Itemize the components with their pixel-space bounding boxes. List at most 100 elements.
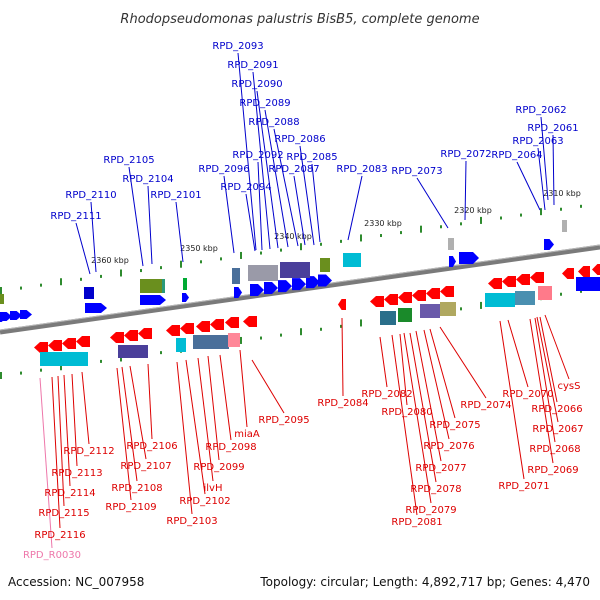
leader-line (416, 177, 449, 229)
forward-gene-arrow (10, 311, 22, 320)
forward-gene-arrow (278, 280, 292, 293)
forward-gene-arrow (234, 287, 242, 298)
leader-line (499, 320, 525, 480)
forward-gene-arrow (449, 256, 456, 267)
leader-line (197, 357, 214, 482)
reverse-gene-arrow (166, 325, 180, 336)
leader-line (116, 367, 132, 501)
reverse-gene-label: RPD_2076 (423, 441, 474, 452)
leader-line (245, 193, 256, 252)
forward-gene-label: RPD_2063 (512, 136, 563, 147)
forward-gene-label: RPD_2101 (150, 190, 201, 201)
leader-line (299, 145, 315, 246)
reverse-gene-label: RPD_2102 (179, 496, 230, 507)
leader-line (39, 377, 53, 549)
scale-tick-label: 2360 kbp (91, 256, 129, 265)
upper-tick (60, 278, 62, 286)
leader-line (516, 161, 541, 211)
leader-line (57, 375, 65, 507)
upper-tick (300, 243, 302, 251)
upper-tick (520, 213, 522, 217)
forward-gene-arrow (264, 282, 278, 295)
reverse-gene-arrow (124, 330, 138, 341)
leader-line (534, 317, 556, 443)
forward-gene-label: RPD_2092 (232, 150, 283, 161)
leader-line (185, 359, 206, 495)
forward-gene-label: RPD_2090 (231, 79, 282, 90)
leader-line (429, 328, 456, 419)
reverse-gene-arrow (398, 292, 412, 303)
reverse-gene-arrow (110, 332, 124, 343)
leader-line (423, 329, 450, 440)
upper-tick (420, 225, 422, 233)
gene-box (420, 304, 440, 318)
gene-box (162, 279, 165, 293)
leader-line (539, 316, 558, 403)
gene-features (0, 220, 600, 366)
forward-gene-arrow (544, 239, 554, 250)
scale-tick-label: 2330 kbp (364, 219, 402, 228)
forward-gene-label: RPD_2096 (198, 164, 249, 175)
gene-labels: RPD_2062 RPD_2061 RPD_2063 RPD_2064RPD_2072… (23, 41, 584, 561)
reverse-gene-arrow (76, 336, 90, 347)
leader-line (237, 52, 257, 251)
leader-line (75, 222, 91, 275)
forward-gene-label: RPD_2072 (440, 149, 491, 160)
reverse-gene-arrow (488, 278, 502, 289)
upper-tick (260, 251, 262, 255)
leader-line (256, 90, 279, 249)
leader-line (252, 71, 271, 250)
leader-line (439, 326, 487, 399)
reverse-gene-label: RPD_2077 (415, 463, 466, 474)
gene-box (538, 286, 552, 300)
leader-line (544, 314, 570, 380)
lower-tick (580, 289, 582, 293)
reverse-gene-arrow (516, 274, 530, 285)
leader-line (129, 365, 147, 460)
leader-line (176, 361, 193, 515)
gene-box (485, 293, 515, 307)
reverse-gene-label: RPD_2116 (34, 530, 85, 541)
forward-gene-arrow (459, 252, 479, 264)
leader-line (63, 374, 71, 487)
upper-tick (120, 269, 122, 277)
leader-line (90, 201, 97, 273)
gene-box (398, 308, 412, 322)
upper-tick (140, 269, 142, 273)
gene-box (40, 352, 88, 366)
reverse-gene-arrow (370, 296, 384, 307)
scale-tick-label: 2310 kbp (543, 189, 581, 198)
upper-tick (460, 222, 462, 226)
forward-gene-arrow (0, 313, 7, 322)
reverse-gene-arrow (48, 340, 62, 351)
leader-line (391, 334, 418, 516)
forward-gene-arrow (85, 303, 107, 313)
genome-summary-text: Topology: circular; Length: 4,892,717 bp… (259, 575, 590, 589)
forward-gene-label: RPD_2085 (286, 152, 337, 163)
upper-tick (560, 207, 562, 211)
reverse-gene-arrow (578, 266, 590, 277)
leader-line (175, 201, 184, 263)
gene-box (320, 258, 330, 272)
gene-box (343, 253, 361, 267)
reverse-gene-label: RPD_2106 (126, 441, 177, 452)
reverse-gene-label: RPD_2068 (529, 444, 580, 455)
forward-gene-box (576, 277, 600, 291)
leader-line (121, 366, 138, 482)
gene-box (515, 291, 535, 305)
lower-tick (260, 336, 262, 340)
lower-tick (40, 368, 42, 372)
leader-line (273, 128, 299, 247)
forward-gene-label: RPD_2073 (391, 166, 442, 177)
forward-gene-label: RPD_2104 (122, 174, 173, 185)
reverse-gene-arrow (210, 319, 224, 330)
leader-line (552, 134, 555, 206)
leader-line (379, 336, 388, 388)
gene-box (118, 345, 148, 358)
upper-tick (280, 248, 282, 252)
reverse-gene-label: RPD_2074 (460, 400, 511, 411)
leader-line (529, 318, 554, 464)
upper-tick (540, 208, 542, 216)
forward-gene-label: RPD_2105 (103, 155, 154, 166)
leader-line (264, 109, 289, 248)
